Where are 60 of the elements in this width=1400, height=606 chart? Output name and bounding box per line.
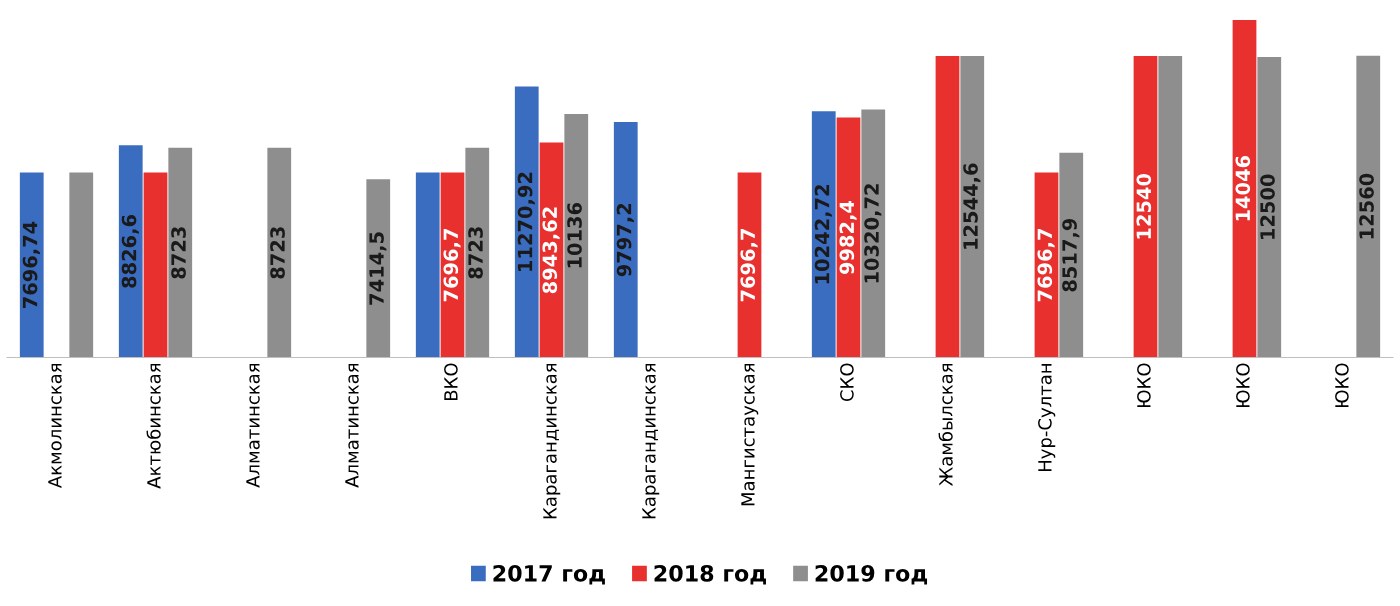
x-tick-label: Карагандинская — [543, 363, 561, 519]
data-label: 9797,2 — [616, 203, 634, 277]
data-label: 7696,7 — [740, 229, 758, 302]
bar — [366, 179, 391, 358]
data-label: 12544,6 — [963, 163, 981, 249]
data-label: 8943,62 — [542, 207, 560, 294]
bar — [811, 111, 836, 358]
data-label: 12540 — [1136, 173, 1152, 239]
data-label: 8826,6 — [121, 214, 139, 288]
data-label: 9982,4 — [839, 200, 857, 275]
data-label: 12560 — [1359, 173, 1374, 239]
legend-label: 2017 год — [493, 564, 605, 585]
x-tick-label: Нур-Султан — [1038, 364, 1056, 472]
legend-label: 2018 год — [654, 564, 766, 585]
bar — [415, 172, 440, 358]
bar — [564, 113, 589, 358]
x-tick-label: ВКО — [444, 363, 458, 401]
bar — [613, 122, 638, 358]
x-tick-label: Актюбинская — [146, 363, 161, 489]
x-tick-label: Акмолинская — [48, 363, 62, 489]
x-tick-label: ЮКО — [1137, 363, 1151, 408]
data-label: 7696,7 — [1037, 229, 1055, 302]
data-label: 10320,72 — [864, 184, 882, 283]
x-tick-label: СКО — [840, 363, 854, 402]
data-label: 8723 — [468, 227, 483, 279]
data-label: 14046 — [1235, 155, 1251, 221]
bar — [1257, 57, 1282, 358]
bar — [1356, 55, 1381, 358]
bar — [1133, 56, 1158, 358]
bar — [1158, 56, 1183, 358]
data-label: 8723 — [171, 227, 186, 279]
data-label: 8723 — [270, 227, 285, 279]
bar — [960, 56, 985, 358]
bar — [465, 147, 490, 358]
bar — [514, 86, 539, 358]
data-label: 7414,5 — [369, 232, 387, 305]
bar — [69, 172, 94, 358]
bar — [1232, 19, 1257, 358]
data-label: 7696,74 — [22, 221, 40, 309]
data-label: 7696,7 — [443, 229, 461, 302]
bar — [267, 147, 292, 358]
data-label: 10242,72 — [814, 185, 832, 284]
x-tick-label: Жамбылская — [938, 363, 953, 486]
data-label: 12500 — [1260, 174, 1275, 239]
bar — [118, 145, 143, 358]
x-tick-label: Мангистауская — [741, 363, 759, 506]
bar — [168, 147, 193, 358]
x-tick-label: ЮКО — [1335, 363, 1349, 408]
x-tick-label: Алматинская — [345, 363, 359, 488]
legend-label: 2019 год — [815, 564, 928, 585]
x-tick-label: Карагандинская — [642, 363, 660, 519]
data-label: 8517,9 — [1062, 218, 1080, 292]
bar — [935, 56, 960, 358]
x-tick-label: Алматинская — [246, 363, 260, 488]
data-label: 10136 — [567, 202, 582, 268]
x-tick-label: ЮКО — [1236, 363, 1250, 408]
data-label: 11270,92 — [517, 172, 535, 271]
bar — [143, 172, 168, 358]
bar — [1059, 152, 1084, 358]
bar — [861, 109, 886, 358]
